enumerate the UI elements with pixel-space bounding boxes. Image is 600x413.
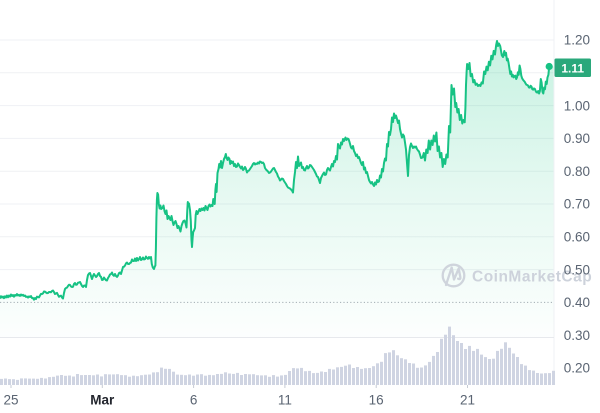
svg-text:0.90: 0.90 (564, 131, 590, 146)
svg-text:CoinMarketCap: CoinMarketCap (472, 269, 592, 286)
svg-text:1.20: 1.20 (564, 33, 590, 48)
svg-text:0.80: 0.80 (564, 164, 590, 179)
svg-text:0.60: 0.60 (564, 230, 590, 245)
svg-text:1.11: 1.11 (561, 61, 584, 75)
svg-text:0.70: 0.70 (564, 197, 590, 212)
svg-text:0.20: 0.20 (564, 361, 590, 376)
svg-text:11: 11 (278, 393, 292, 408)
svg-text:21: 21 (460, 393, 475, 408)
svg-text:6: 6 (190, 393, 198, 408)
svg-text:0.30: 0.30 (564, 328, 590, 343)
svg-text:0.40: 0.40 (564, 295, 590, 310)
svg-text:Mar: Mar (90, 393, 115, 408)
svg-text:1.00: 1.00 (564, 98, 590, 113)
svg-text:0.50: 0.50 (564, 262, 590, 277)
svg-text:16: 16 (369, 393, 384, 408)
svg-text:25: 25 (3, 393, 18, 408)
